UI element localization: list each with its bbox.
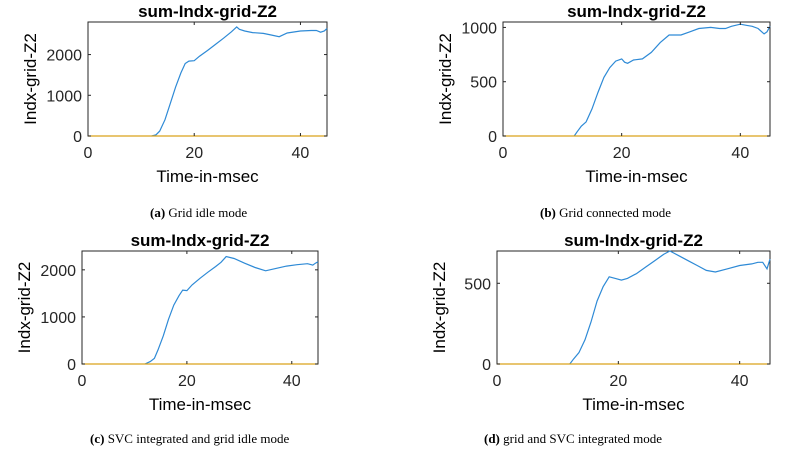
x-tick-label-d: 0 <box>493 373 502 390</box>
y-tick-label-d: 0 <box>482 357 491 374</box>
caption-a-label: (a) <box>150 205 166 220</box>
y-tick-label-c: 1000 <box>40 310 76 327</box>
x-tick-label-c: 20 <box>178 373 196 390</box>
x-tick-label-d: 20 <box>609 373 627 390</box>
y-tick-label-b: 500 <box>470 75 497 92</box>
caption-b: (b) Grid connected mode <box>540 205 671 221</box>
caption-c-label: (c) <box>90 431 105 446</box>
y-axis-label-a: Indx-grid-Z2 <box>21 33 40 125</box>
plot-area-a <box>87 21 328 137</box>
y-tick-label-a: 2000 <box>46 48 82 65</box>
x-tick-label-c: 40 <box>283 373 301 390</box>
x-axis-label-d: Time-in-msec <box>582 395 685 414</box>
y-tick-label-c: 0 <box>67 357 76 374</box>
chart-title-b: sum-Indx-grid-Z2 <box>567 2 706 21</box>
x-tick-label-c: 0 <box>78 373 87 390</box>
y-tick-label-b: 1000 <box>461 20 497 37</box>
caption-d-text: grid and SVC integrated mode <box>503 431 662 446</box>
caption-d: (d) grid and SVC integrated mode <box>484 431 662 447</box>
y-tick-label-c: 2000 <box>40 263 76 280</box>
y-axis-label-c: Indx-grid-Z2 <box>15 262 34 354</box>
x-tick-label-a: 40 <box>292 145 310 162</box>
series-main-line-a <box>151 26 328 137</box>
caption-d-label: (d) <box>484 431 500 446</box>
x-axis-label-a: Time-in-msec <box>156 167 259 186</box>
x-tick-label-a: 0 <box>84 145 93 162</box>
plot-area-c <box>81 250 319 365</box>
series-main-line-d <box>569 250 771 365</box>
chart-title-d: sum-Indx-grid-Z2 <box>564 231 703 250</box>
caption-c: (c) SVC integrated and grid idle mode <box>90 431 289 447</box>
y-axis-label-d: Indx-grid-Z2 <box>430 262 449 354</box>
caption-a-text: Grid idle mode <box>168 205 248 220</box>
x-tick-label-b: 40 <box>731 145 749 162</box>
y-axis-label-b: Indx-grid-Z2 <box>436 33 455 125</box>
x-tick-label-b: 20 <box>613 145 631 162</box>
chart-title-c: sum-Indx-grid-Z2 <box>131 231 270 250</box>
chart-title-a: sum-Indx-grid-Z2 <box>138 2 277 21</box>
caption-c-text: SVC integrated and grid idle mode <box>107 431 290 446</box>
x-tick-label-a: 20 <box>185 145 203 162</box>
y-tick-label-d: 500 <box>464 276 491 293</box>
caption-a: (a) Grid idle mode <box>150 205 247 221</box>
y-tick-label-b: 0 <box>488 129 497 146</box>
x-axis-label-b: Time-in-msec <box>585 167 688 186</box>
series-main-line-b <box>573 23 771 137</box>
x-tick-label-d: 40 <box>731 373 749 390</box>
caption-b-label: (b) <box>540 205 556 220</box>
caption-b-text: Grid connected mode <box>559 205 672 220</box>
y-tick-label-a: 0 <box>73 129 82 146</box>
plot-area-b <box>502 21 771 137</box>
x-tick-label-b: 0 <box>499 145 508 162</box>
y-tick-label-a: 1000 <box>46 88 82 105</box>
series-main-line-c <box>144 255 319 365</box>
x-axis-label-c: Time-in-msec <box>149 395 252 414</box>
